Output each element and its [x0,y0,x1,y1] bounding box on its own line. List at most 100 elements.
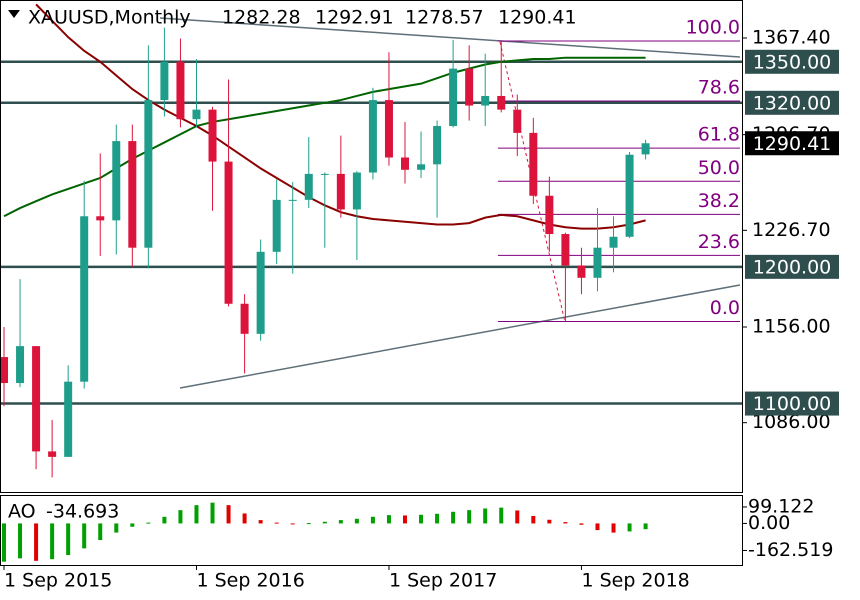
candle-body [272,199,281,252]
ao-bar [547,519,552,524]
candle-body [240,303,249,334]
candle-body [625,154,634,237]
ohlc-low: 1278.57 [405,7,484,29]
candle-body [384,100,393,158]
ao-tick-label: 0.00 [748,512,790,534]
fib-label: 61.8 [698,124,740,146]
candle-body [368,100,377,173]
candle-body [497,95,506,110]
candle-body [32,346,41,452]
ao-bar [194,505,199,524]
ao-bar [467,510,472,524]
candle-body [641,143,650,155]
candle-body [609,236,618,248]
ao-bar [178,510,183,524]
ao-bar [114,523,119,533]
y-tick-label: 1156.00 [752,315,831,337]
collapse-icon [8,10,20,18]
fib-label: 78.6 [698,77,740,99]
candle-body [176,61,185,120]
level-label: 1200.00 [753,256,832,278]
fib-label: 50.0 [698,157,740,179]
ao-tick-label: -162.519 [748,539,833,561]
x-tick-label: 1 Sep 2015 [4,570,112,592]
level-box [745,90,839,115]
ao-bar [419,514,424,524]
ao-bar [210,502,215,524]
level-box [745,49,839,74]
candle-body [64,381,73,457]
level-label: 1100.00 [753,393,832,415]
ao-value: -34.693 [46,501,119,523]
price-box [745,131,839,156]
candle-body [224,161,233,304]
chart-title: XAUUSD,Monthly [28,7,191,29]
ao-bar [515,510,520,524]
candle-body [593,247,602,278]
candle-body [288,199,297,201]
price-frame [0,0,743,493]
ao-bar [274,522,279,524]
candle-body [417,164,426,170]
candle-body [256,251,265,334]
current-price: 1290.41 [753,133,832,155]
ao-bar [290,523,295,525]
ohlc-open: 1282.28 [222,7,301,29]
candle-body [0,357,8,384]
candle-body [481,95,490,106]
y-tick-label: 1086.00 [752,411,831,433]
fib-label: 100.0 [686,17,740,39]
x-tick-label: 1 Sep 2018 [581,570,689,592]
candle-body [320,173,329,175]
ao-bar [643,523,648,530]
ao-bar [483,508,488,524]
candle-body [513,109,522,133]
candle-body [529,132,538,196]
ao-bar [98,523,103,541]
candle-body [48,451,57,457]
price-panel [0,3,742,478]
ao-bar [338,520,343,524]
candle-body [561,234,570,266]
candle-body [465,68,474,106]
moving-average [3,56,646,218]
ao-bar [370,516,375,524]
level-box [745,254,839,279]
candle-body [160,61,169,101]
fib-label: 38.2 [698,190,740,212]
ao-bar [563,522,568,524]
y-tick-label: 1367.40 [752,27,831,49]
ao-bar [386,515,391,524]
candle-body [336,173,345,210]
ao-bar [50,523,55,560]
trend-line [179,284,741,389]
candle-body [144,100,153,248]
level-label: 1350.00 [753,51,832,73]
ao-bar [82,523,87,549]
ohlc-high: 1292.91 [315,7,394,29]
ao-bar [162,516,167,524]
ao-bar [627,523,632,532]
candle-body [304,173,313,200]
ao-bar [435,513,440,524]
trend-line [159,17,741,58]
candle-body [449,68,458,127]
candle-body [208,109,217,162]
ao-bar [322,521,327,524]
level-label: 1320.00 [753,92,832,114]
ao-frame [0,495,743,566]
candle-body [16,346,25,384]
overlay: 1367.401296.701226.701156.001086.001350.… [2,17,839,592]
ao-name: AO [8,501,36,523]
ao-bar [354,518,359,524]
ao-bar [451,511,456,524]
ao-bar [531,515,536,524]
ao-bar [403,515,407,524]
level-box [745,391,839,416]
ao-bar [66,523,71,556]
candle-body [577,265,586,278]
ao-bar [258,520,263,524]
candle-body [352,172,361,210]
ao-bar [306,523,311,525]
